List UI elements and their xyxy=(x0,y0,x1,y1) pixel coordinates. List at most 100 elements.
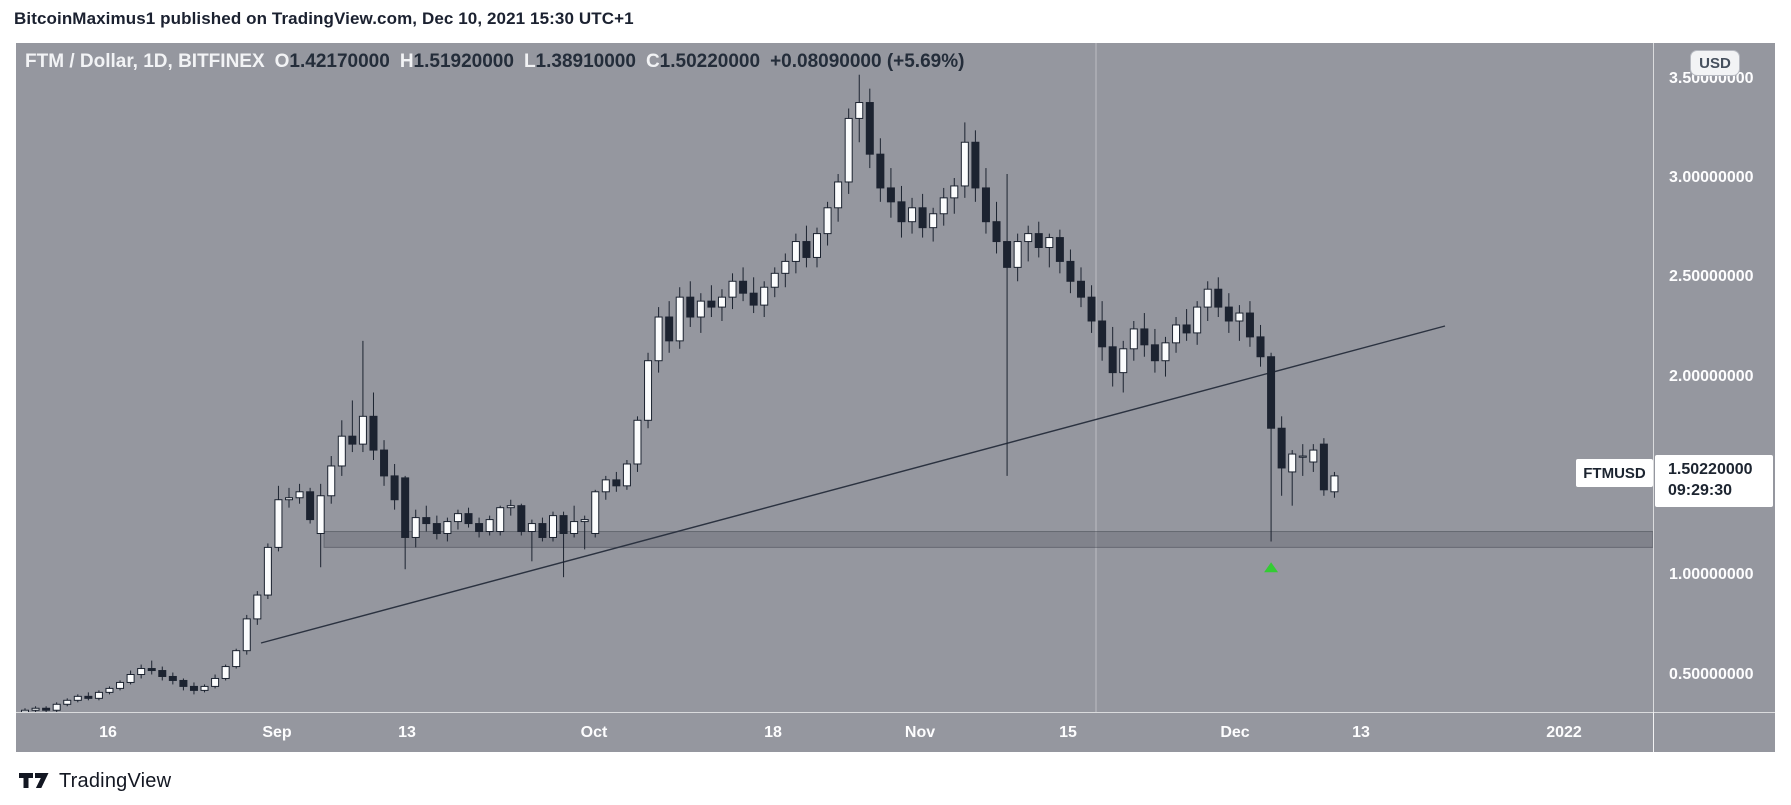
candle-body xyxy=(591,491,600,534)
price-axis-label: 2.00000000 xyxy=(1669,367,1754,385)
buy-marker-icon[interactable] xyxy=(1264,562,1279,573)
candle-body xyxy=(52,703,61,711)
candle-body xyxy=(813,233,821,258)
time-axis-label: Nov xyxy=(904,723,936,741)
candle-body xyxy=(844,117,853,183)
candle-body xyxy=(1087,296,1096,322)
time-axis[interactable]: 16 Sep 13 Oct 18 Nov 15 Dec 13 2022 xyxy=(16,713,1775,752)
candle-body xyxy=(158,670,167,677)
candle-body xyxy=(84,695,93,699)
candle-body xyxy=(422,517,431,525)
candle-body xyxy=(1108,346,1117,374)
candle-body xyxy=(1182,324,1191,334)
candle-body xyxy=(960,141,969,187)
candle-body xyxy=(211,677,220,687)
time-axis-separator xyxy=(16,712,1775,713)
candle-body xyxy=(147,668,156,672)
price-axis-label: 0.50000000 xyxy=(1669,665,1754,683)
last-price-label: 1.50220000 09:29:30 xyxy=(1655,455,1773,507)
candle-body xyxy=(295,491,304,499)
candle-body xyxy=(306,491,315,521)
candlestick-chart-canvas[interactable] xyxy=(16,43,1653,712)
legend-open-key: O xyxy=(274,51,290,72)
legend-open-value: 1.42170000 xyxy=(289,51,390,72)
candle-body xyxy=(1235,312,1244,322)
candle-body xyxy=(549,515,557,538)
candle-body xyxy=(675,296,684,342)
candle-body xyxy=(232,650,241,668)
footer-brand-text[interactable]: TradingView xyxy=(59,770,172,792)
time-axis-label: 15 xyxy=(1059,723,1077,741)
candle-body xyxy=(1193,306,1202,334)
candle-body xyxy=(1277,427,1286,469)
candle-body xyxy=(876,153,885,189)
chart-legend: FTM / Dollar, 1D, BITFINEX O1.42170000 H 1.… xyxy=(25,51,964,73)
candle-body xyxy=(538,523,547,538)
candle-body xyxy=(506,505,515,509)
candle-body xyxy=(1013,241,1022,268)
price-axis[interactable]: 3.50000000 3.00000000 2.50000000 2.00000000… xyxy=(1654,43,1775,712)
candle-body xyxy=(601,479,610,493)
candle-body xyxy=(728,280,737,298)
ascending-trendline[interactable] xyxy=(260,325,1446,644)
candle-body xyxy=(886,187,895,203)
candle-body xyxy=(1055,237,1064,262)
candle-body xyxy=(137,668,146,675)
attribution-text: BitcoinMaximus1 published on TradingView… xyxy=(14,9,634,28)
candle-body xyxy=(1224,306,1233,322)
candle-body xyxy=(369,415,378,451)
candle-body xyxy=(94,691,103,699)
candle-body xyxy=(1140,328,1149,346)
candle-body xyxy=(1003,241,1012,268)
legend-symbol: FTM / Dollar, 1D, BITFINEX xyxy=(25,51,265,72)
candle-body xyxy=(63,699,72,705)
chart-widget[interactable]: FTM / Dollar, 1D, BITFINEX O1.42170000 H 1.… xyxy=(16,43,1775,752)
candle-body xyxy=(802,241,811,258)
candle-body xyxy=(908,207,917,223)
candle-body xyxy=(929,213,938,229)
candle-body xyxy=(865,102,874,155)
candle-body xyxy=(1024,233,1033,243)
support-zone[interactable] xyxy=(323,531,1653,548)
candle-body xyxy=(897,201,906,223)
candle-body xyxy=(665,316,674,342)
legend-high-key: H xyxy=(399,51,414,72)
candle-body xyxy=(654,316,663,362)
currency-toggle-button[interactable]: USD xyxy=(1690,50,1740,76)
candle-body xyxy=(337,435,346,467)
candle-body xyxy=(1172,324,1181,344)
candle-body xyxy=(1245,312,1254,338)
candle-body xyxy=(21,709,29,712)
candle-body xyxy=(274,499,283,548)
candle-body xyxy=(1298,455,1307,458)
candle-body xyxy=(1045,237,1054,249)
tradingview-logo-icon[interactable] xyxy=(18,765,50,798)
candle-body xyxy=(570,521,579,534)
time-axis-label: 13 xyxy=(398,723,416,741)
candle-body xyxy=(42,707,51,711)
time-axis-label: 13 xyxy=(1352,723,1370,741)
candle-body xyxy=(358,415,367,445)
symbol-price-tag: FTMUSD xyxy=(1576,459,1653,487)
price-axis-label: 2.50000000 xyxy=(1669,268,1754,286)
candle-body xyxy=(411,517,420,538)
price-axis-label: 1.00000000 xyxy=(1669,566,1754,584)
candle-body xyxy=(348,435,357,445)
candle-body xyxy=(707,300,716,308)
candle-body xyxy=(1256,336,1265,358)
candle-body xyxy=(981,187,990,223)
candle-body xyxy=(749,292,758,306)
time-axis-label: Oct xyxy=(580,723,608,741)
candle-body xyxy=(1119,348,1128,374)
candle-body xyxy=(1129,328,1138,350)
legend-low-key: L xyxy=(523,51,536,72)
time-axis-label: 2022 xyxy=(1546,723,1582,741)
legend-close-key: C xyxy=(645,51,660,72)
time-axis-label: 18 xyxy=(764,723,782,741)
candle-body xyxy=(622,463,631,487)
legend-low-value: 1.38910000 xyxy=(535,51,636,72)
candle-body xyxy=(760,286,769,306)
candle-body xyxy=(791,241,800,262)
candle-body xyxy=(285,497,293,501)
candle-body xyxy=(1066,260,1075,282)
